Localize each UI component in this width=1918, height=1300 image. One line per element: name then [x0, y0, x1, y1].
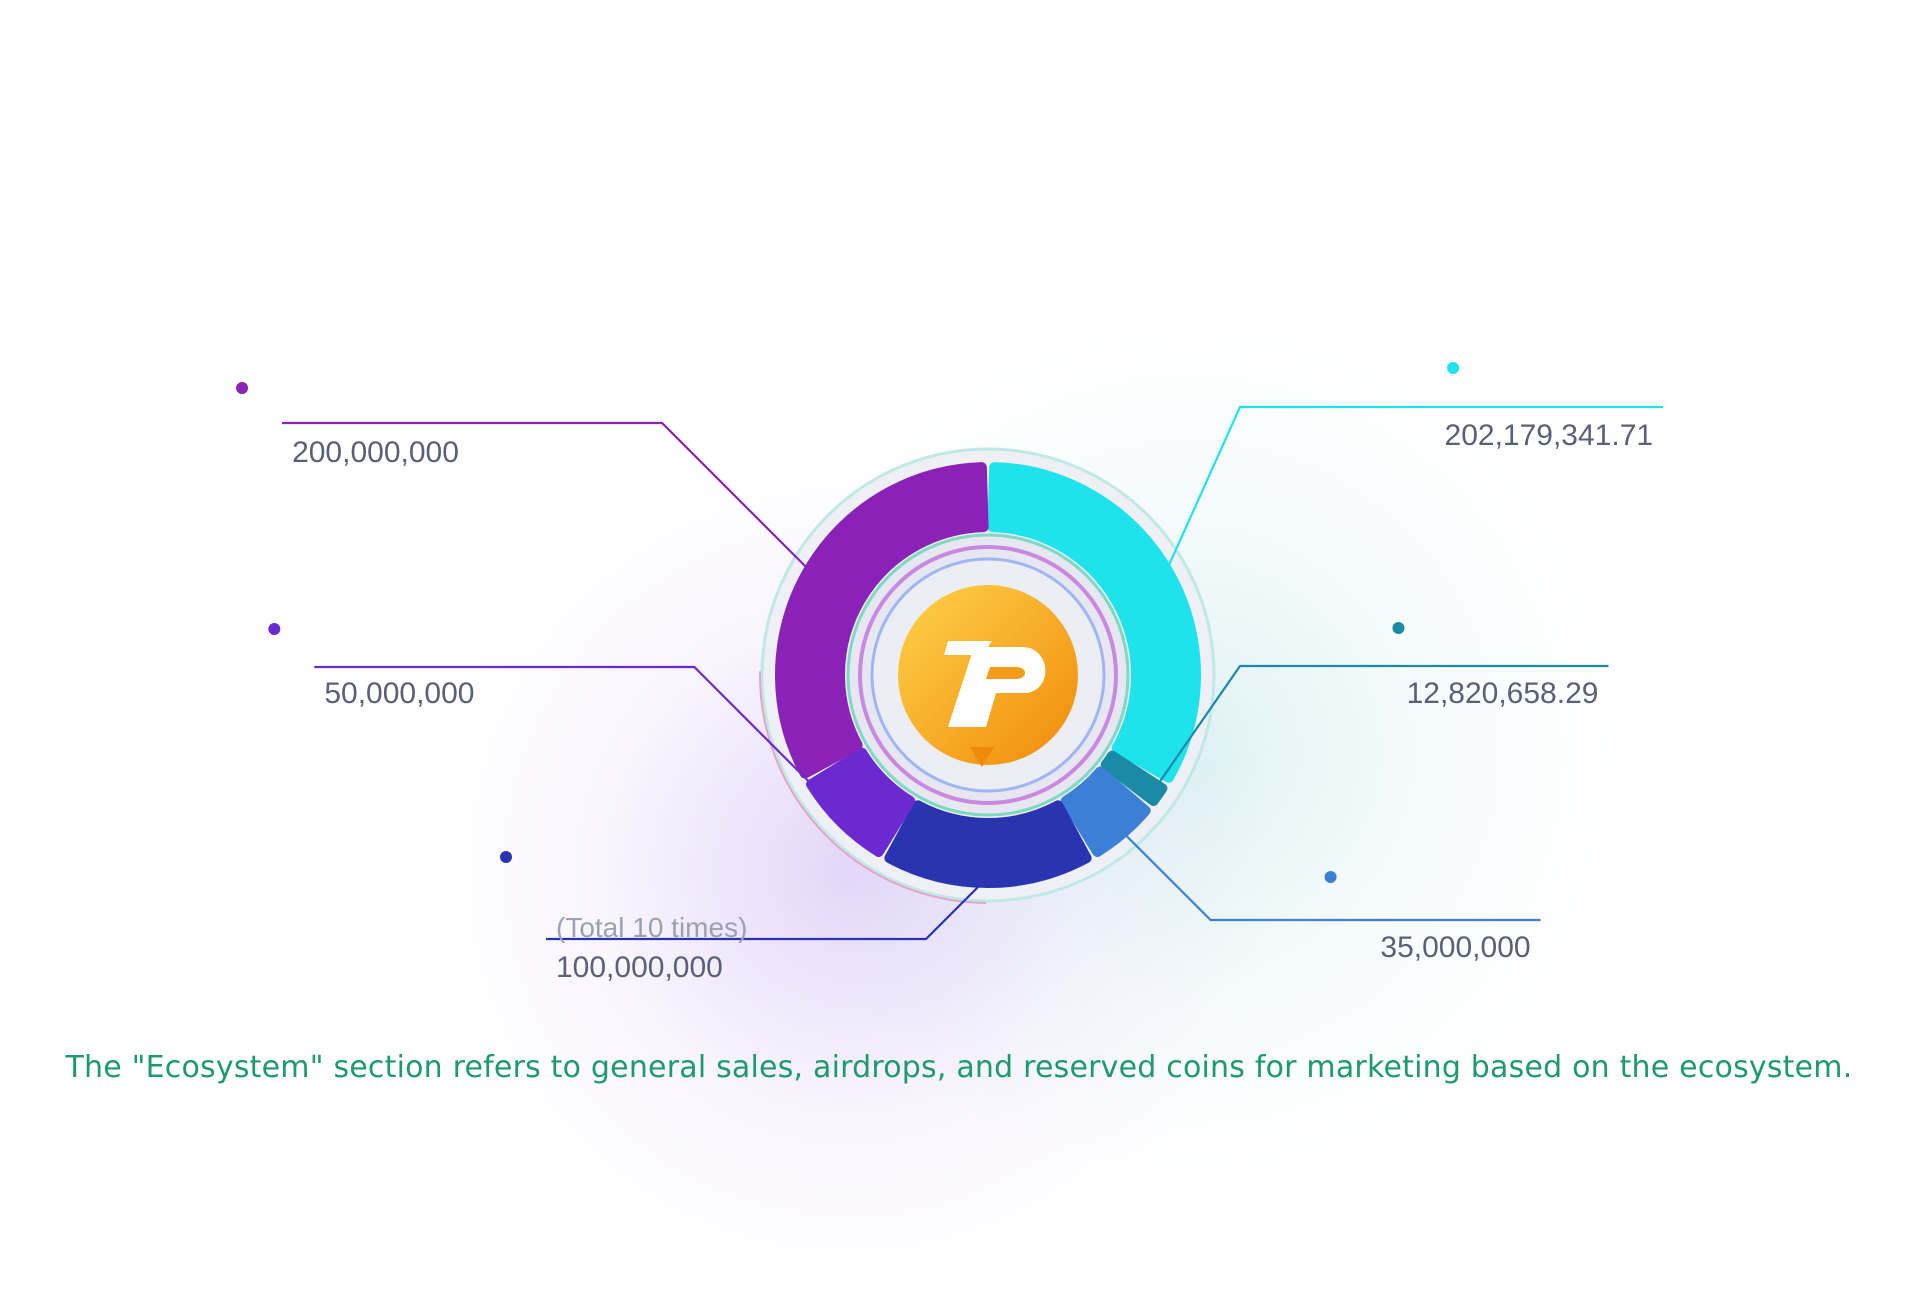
slice-5: [775, 462, 989, 779]
slice-1: [1100, 750, 1168, 807]
legend-dot: [1392, 622, 1405, 634]
category-label: Ecosystem: [1477, 347, 1663, 389]
slice-3: [884, 800, 1092, 888]
value-label: 200,000,000: [292, 436, 459, 469]
callout-2: 35,000,000: [1114, 823, 1541, 964]
callout-leader-line: [314, 665, 846, 819]
legend-dot: [268, 623, 281, 635]
callout-1: 12,820,658.29: [1148, 622, 1609, 797]
legend-dot: [1324, 871, 1337, 883]
legend-dot: [500, 851, 512, 863]
callout-leader-line: [1118, 827, 1541, 922]
value-label: 202,179,341.71: [1445, 419, 1654, 452]
slice-0: [987, 462, 1201, 783]
callout-5: Public sale 200,000,000: [236, 367, 819, 579]
callout-3: (Total 10 times) 100,000,000: [500, 851, 993, 984]
category-sublabel: (Total 10 times): [556, 912, 747, 943]
slice-2: [1060, 766, 1151, 857]
callout-leader-line: [282, 421, 814, 575]
footnote-text: The "Ecosystem" section refers to genera…: [65, 1050, 1853, 1085]
chart-callouts: Ecosystem 202,179,341.71 12,820,658.29 35,0…: [236, 347, 1664, 984]
value-label: 12,820,658.29: [1407, 677, 1599, 710]
inner-ring-violet: [858, 545, 1118, 805]
legend-dot: [236, 382, 249, 394]
callout-0: Ecosystem 202,179,341.71: [1159, 347, 1664, 582]
callout-4: 50,000,000: [268, 623, 851, 823]
p-logo-icon: [898, 585, 1078, 767]
legend-dot: [1447, 362, 1460, 374]
outer-ring-accent: [759, 446, 1217, 904]
callout-leader-line: [1152, 664, 1609, 792]
value-label: 35,000,000: [1380, 931, 1530, 964]
value-label: 50,000,000: [324, 677, 474, 710]
value-label: 100,000,000: [556, 951, 723, 984]
donut-chart: Ecosystem 202,179,341.71 12,820,658.29 35,0…: [236, 347, 1664, 984]
callout-leader-line: [1163, 405, 1664, 577]
category-label: Public sale: [266, 367, 450, 409]
chart-slices: [775, 462, 1201, 888]
callout-leader-line: [546, 876, 989, 941]
